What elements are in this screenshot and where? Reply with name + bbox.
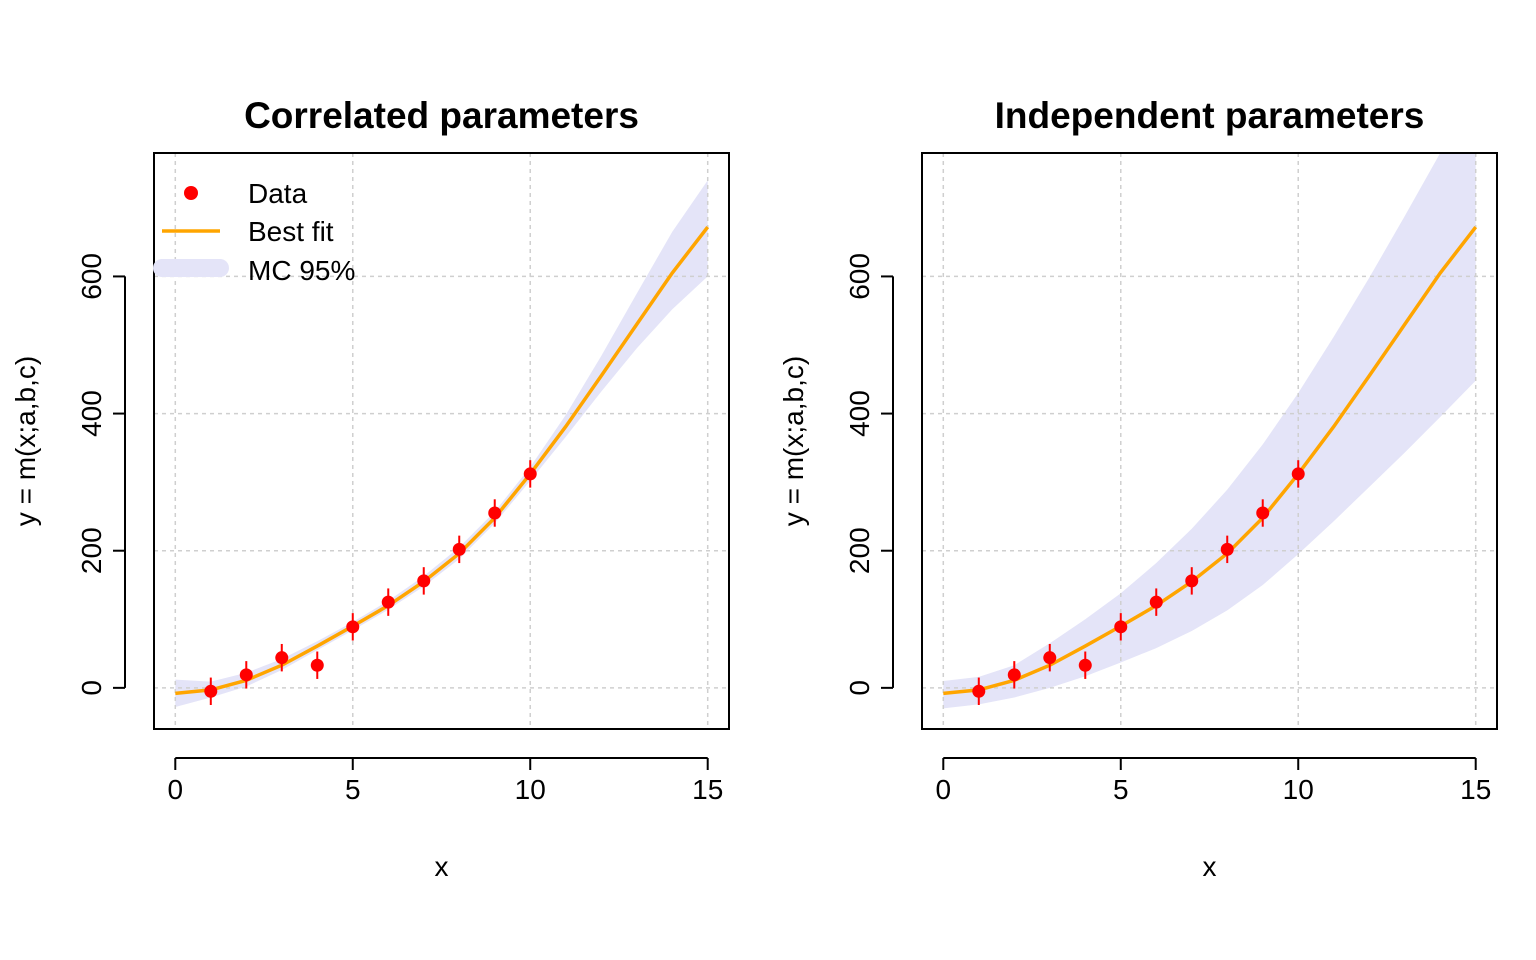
x-tick-label: 5 bbox=[1113, 774, 1129, 805]
x-tick-label: 10 bbox=[1283, 774, 1314, 805]
data-point bbox=[1078, 658, 1092, 672]
data-point bbox=[1149, 595, 1163, 609]
chart-title: Correlated parameters bbox=[244, 95, 639, 136]
y-tick-label: 400 bbox=[76, 390, 107, 437]
panel-1: 0 5 10 15 x 0 200 400 600 y = m(x;a,b,c) Correlate… bbox=[10, 95, 730, 882]
plot-frame bbox=[921, 152, 1498, 730]
best-fit-line bbox=[943, 225, 1478, 696]
data-points bbox=[204, 460, 537, 705]
legend-data-marker bbox=[184, 186, 198, 200]
data-point bbox=[1220, 542, 1234, 556]
chart-title: Independent parameters bbox=[995, 95, 1425, 136]
y-tick-label: 200 bbox=[76, 527, 107, 574]
best-fit-line bbox=[175, 225, 710, 696]
x-tick-label: 5 bbox=[345, 774, 361, 805]
data-point bbox=[488, 506, 502, 520]
y-tick-label: 400 bbox=[844, 390, 875, 437]
x-tick-label: 0 bbox=[168, 774, 184, 805]
legend-label-band: MC 95% bbox=[248, 255, 355, 286]
data-point bbox=[381, 595, 395, 609]
panel-2: 0 5 10 15 x 0 200 400 600 y = m(x;a,b,c) Independe… bbox=[778, 95, 1498, 882]
x-tick-label: 0 bbox=[936, 774, 952, 805]
y-axis-label: y = m(x;a,b,c) bbox=[778, 356, 809, 526]
data-point bbox=[452, 542, 466, 556]
data-point bbox=[417, 574, 431, 588]
data-point bbox=[310, 658, 324, 672]
data-point bbox=[204, 684, 218, 698]
y-tick-label: 600 bbox=[76, 253, 107, 300]
data-point bbox=[523, 467, 537, 481]
data-points bbox=[972, 460, 1305, 705]
x-tick-label: 10 bbox=[515, 774, 546, 805]
data-point bbox=[1185, 574, 1199, 588]
data-point bbox=[1043, 651, 1057, 665]
legend: Data Best fit MC 95% bbox=[153, 178, 355, 286]
data-point bbox=[239, 668, 253, 682]
data-point bbox=[1114, 620, 1128, 634]
y-tick-label: 600 bbox=[844, 253, 875, 300]
y-tick-label: 0 bbox=[844, 680, 875, 696]
data-point bbox=[1291, 467, 1305, 481]
plot-frame bbox=[153, 152, 730, 730]
x-tick-label: 15 bbox=[1460, 774, 1491, 805]
x-axis-label: x bbox=[1203, 851, 1217, 882]
data-point bbox=[1256, 506, 1270, 520]
data-point bbox=[275, 651, 289, 665]
data-point bbox=[972, 684, 986, 698]
y-tick-label: 0 bbox=[76, 680, 107, 696]
grid-lines bbox=[922, 153, 1497, 729]
data-point bbox=[346, 620, 360, 634]
x-axis-label: x bbox=[435, 851, 449, 882]
y-axis-label: y = m(x;a,b,c) bbox=[10, 356, 41, 526]
x-tick-label: 15 bbox=[692, 774, 723, 805]
data-point bbox=[1007, 668, 1021, 682]
grid-lines bbox=[154, 153, 729, 729]
legend-label-data: Data bbox=[248, 178, 308, 209]
mc-95-band bbox=[943, 153, 1476, 709]
y-tick-label: 200 bbox=[844, 527, 875, 574]
legend-label-fit: Best fit bbox=[248, 216, 334, 247]
